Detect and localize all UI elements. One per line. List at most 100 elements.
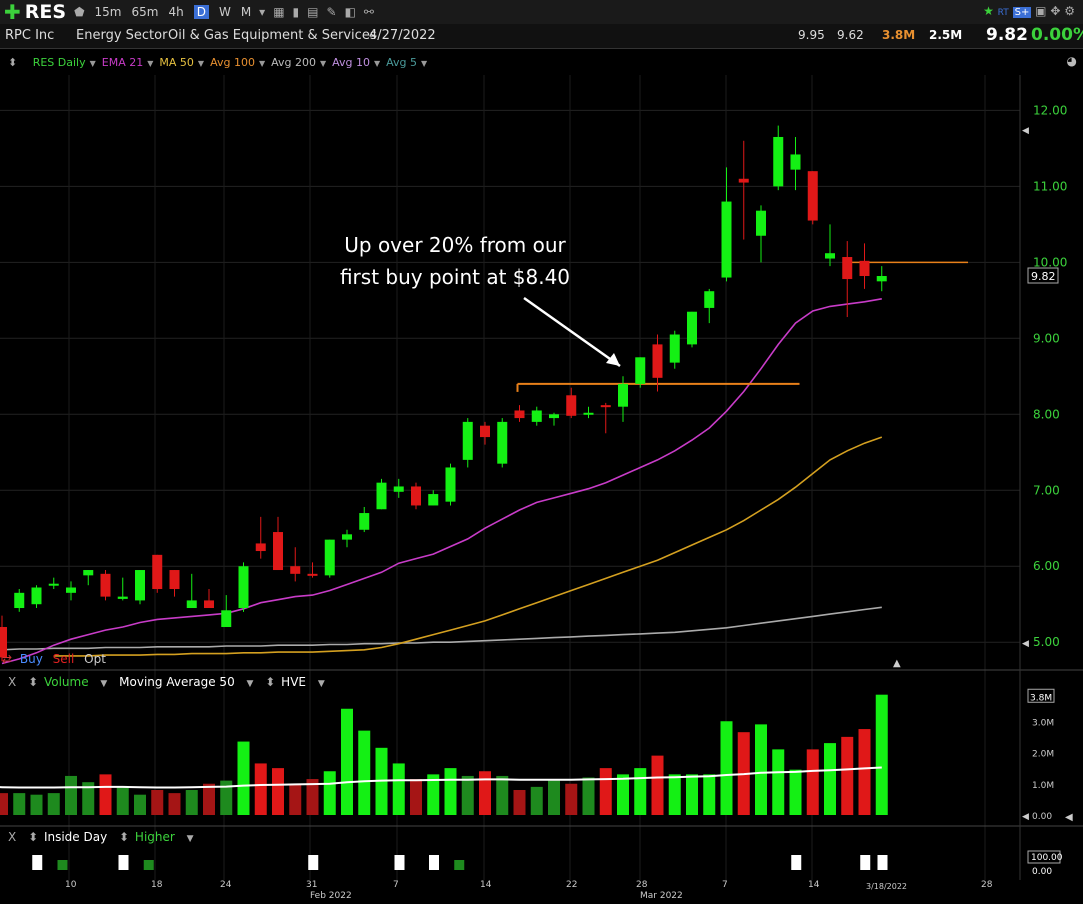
legend-item-3[interactable]: Avg 100 <box>210 56 255 69</box>
buy-button[interactable]: Buy <box>19 652 43 666</box>
higher-marker <box>143 860 154 870</box>
higher-label[interactable]: Higher <box>134 830 175 844</box>
annotation-line-2: first buy point at $8.40 <box>339 265 571 289</box>
chevron-down-icon[interactable]: ▼ <box>197 59 205 68</box>
compare-icon[interactable]: ▤ <box>307 5 319 19</box>
volume-bar <box>358 730 371 815</box>
alert-icon[interactable]: ⬟ <box>74 5 85 19</box>
color-palette-icon[interactable]: ◕ <box>1066 54 1077 68</box>
annotation-arrow <box>523 296 621 368</box>
candle <box>531 410 542 422</box>
candle <box>273 532 283 571</box>
opt-button[interactable]: Opt <box>84 652 106 666</box>
chevron-down-icon[interactable]: ▼ <box>421 59 428 68</box>
candle <box>704 291 715 308</box>
sell-button[interactable]: Sell <box>52 652 75 666</box>
legend-item-1[interactable]: EMA 21 <box>101 56 144 69</box>
chevron-down-icon[interactable]: ▼ <box>100 679 108 689</box>
pointer-icon: ◀ <box>1065 812 1073 823</box>
chevron-down-icon[interactable]: ▼ <box>319 59 327 68</box>
inside-tick-label: 0.00 <box>1032 867 1052 877</box>
chevron-down-icon[interactable]: ▼ <box>246 679 254 689</box>
trade-icon[interactable]: ⇄ <box>2 652 13 666</box>
draw-icon[interactable]: ✎ <box>326 5 337 19</box>
updown-icon[interactable]: ⬍ <box>119 830 130 844</box>
hve-label[interactable]: HVE <box>281 675 306 689</box>
news-icon[interactable]: ◧ <box>344 5 356 19</box>
candle <box>738 178 749 183</box>
price-tick-label: 8.00 <box>1033 407 1060 421</box>
symbol-name[interactable]: RES <box>24 1 67 23</box>
ema21-line <box>1 298 882 665</box>
rt-icon[interactable]: RT <box>997 8 1009 18</box>
candle <box>152 554 163 590</box>
inside-day-marker <box>877 855 888 870</box>
updown-icon[interactable]: ⬍ <box>28 675 39 689</box>
volume-bar <box>168 793 181 815</box>
sector[interactable]: Energy Sector <box>76 28 168 43</box>
updown-icon[interactable]: ⬍ <box>28 830 39 844</box>
legend-item-4[interactable]: Avg 200 <box>271 56 316 69</box>
timeframe-daily[interactable]: D <box>193 5 209 19</box>
chevron-down-icon[interactable]: ▼ <box>147 59 154 68</box>
chevron-down-icon[interactable]: ▼ <box>186 834 194 844</box>
chevron-down-icon[interactable]: ▼ <box>374 59 381 68</box>
inside-day-marker <box>860 855 871 870</box>
volume-ma-label[interactable]: Moving Average 50 <box>119 675 235 689</box>
add-symbol-icon[interactable]: ✚ <box>4 0 21 24</box>
candle <box>135 570 145 601</box>
candle <box>48 583 59 586</box>
volume-bar <box>65 775 77 815</box>
close-volume-pane[interactable]: X <box>8 675 17 689</box>
inside-day-label[interactable]: Inside Day <box>43 830 108 844</box>
volume-bar <box>99 774 112 815</box>
move-icon[interactable]: ✥ <box>1050 4 1061 18</box>
volume-last-box <box>1027 688 1055 703</box>
s-plus-icon[interactable]: S+ <box>1012 7 1032 18</box>
print-icon[interactable]: ▣ <box>1035 4 1047 18</box>
volume-bar <box>755 724 767 815</box>
trade-buttons: ⇄ Buy Sell Opt <box>2 652 106 666</box>
timeframe-monthly[interactable]: M <box>240 5 252 19</box>
legend-item-2[interactable]: MA 50 <box>159 56 194 69</box>
volume-bar <box>427 774 440 815</box>
volume-bar <box>30 794 43 815</box>
legend-updown-icon[interactable]: ⬍ <box>8 56 18 69</box>
timeframe-4h[interactable]: 4h <box>168 5 184 19</box>
legend-item-5[interactable]: Avg 10 <box>332 56 371 69</box>
price-tick-label: 12.00 <box>1033 103 1067 117</box>
volume-label[interactable]: Volume <box>43 675 89 689</box>
volume-bar <box>461 775 474 815</box>
legend-item-6[interactable]: Avg 5 <box>386 56 418 69</box>
up-triangle-icon: ▲ <box>893 658 901 669</box>
x-month-label: Mar 2022 <box>640 891 683 901</box>
pointer-icon: ◀ <box>1022 812 1029 822</box>
timeframe-weekly[interactable]: W <box>218 5 231 19</box>
chevron-down-icon[interactable]: ▼ <box>258 59 266 68</box>
chart-type-icon[interactable]: ▦ <box>273 5 285 19</box>
volume-bar <box>203 783 215 815</box>
chevron-down-icon[interactable]: ▼ <box>89 59 96 68</box>
share-icon[interactable]: ⚯ <box>363 5 374 19</box>
candle <box>807 171 818 221</box>
chevron-down-icon[interactable]: ▼ <box>317 679 325 689</box>
settings-icon[interactable]: ⚙ <box>1064 4 1075 18</box>
industry[interactable]: Oil & Gas Equipment & Services <box>168 28 377 43</box>
bar-style-icon[interactable]: ▮ <box>292 5 300 19</box>
price-tick-label: 11.00 <box>1033 179 1067 193</box>
candle <box>618 383 628 407</box>
volume-bar <box>548 780 560 815</box>
chevron-down-icon[interactable]: ▾ <box>259 5 266 19</box>
volume-bar <box>530 786 543 815</box>
timeframe-15m[interactable]: 15m <box>94 5 122 19</box>
star-icon[interactable]: ★ <box>983 4 994 18</box>
timeframe-65m[interactable]: 65m <box>131 5 159 19</box>
candle <box>238 566 249 609</box>
updown-icon[interactable]: ⬍ <box>265 675 276 689</box>
inside-day-marker <box>429 855 439 870</box>
legend-item-0[interactable]: RES Daily <box>32 56 86 69</box>
volume-tick-label: 0.00 <box>1032 812 1052 822</box>
close-inside-pane[interactable]: X <box>8 830 17 844</box>
x-tick-label: 14 <box>808 880 820 890</box>
